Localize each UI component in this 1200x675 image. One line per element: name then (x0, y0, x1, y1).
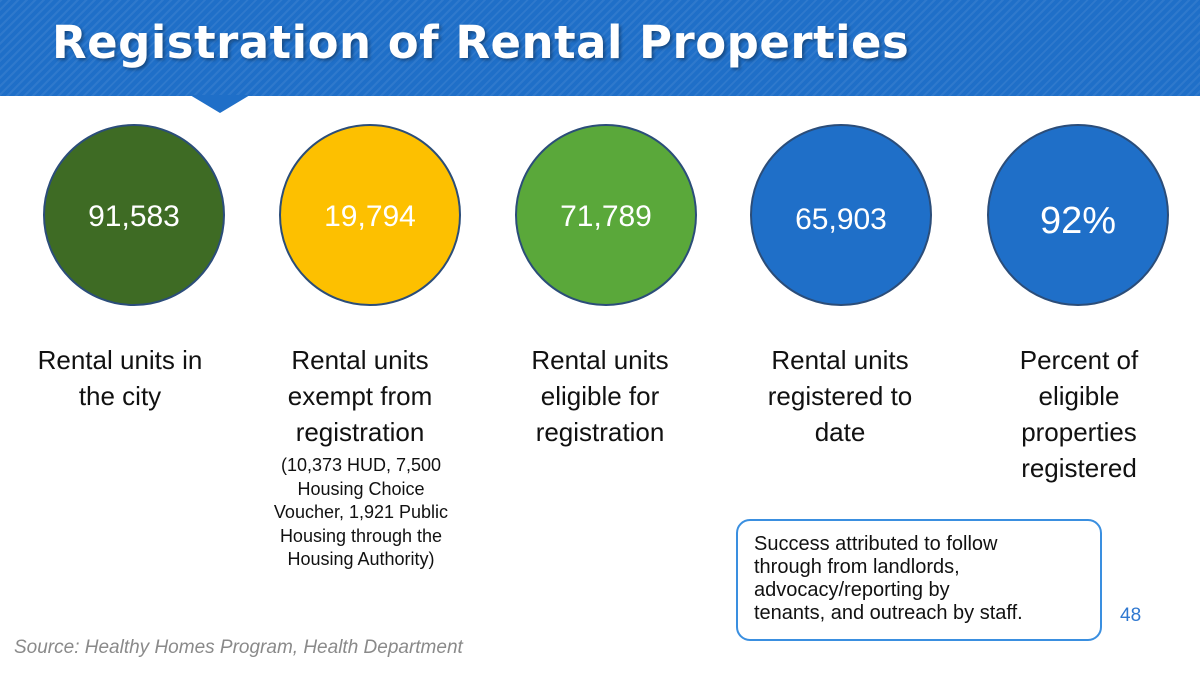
label-line: registration (535, 417, 665, 447)
label-line: date (814, 417, 866, 447)
stat-circle-rental-units: 91,583 (43, 124, 225, 306)
exempt-breakdown-note: (10,373 HUD, 7,500 Housing Choice Vouche… (238, 454, 484, 572)
label-line: Rental units in (37, 345, 203, 375)
callout-line: Success attributed to follow (754, 533, 998, 555)
label-line: Percent of (1019, 345, 1139, 375)
label-line: Rental units (771, 345, 909, 375)
label-line: exempt from (287, 381, 433, 411)
title-banner (0, 0, 1200, 96)
label-line: properties (1021, 417, 1137, 447)
callout-line: tenants, and outreach by staff. (754, 602, 1023, 624)
source-citation: Source: Healthy Homes Program, Health De… (14, 637, 463, 658)
success-callout-box: Success attributed to follow through fro… (736, 519, 1102, 641)
note-line: Housing through the (279, 525, 443, 546)
callout-line: through from landlords, (754, 556, 960, 578)
label-line: registered (1021, 453, 1137, 483)
label-line: Rental units (291, 345, 429, 375)
note-line: Housing Choice (297, 478, 425, 499)
stat-circle-eligible-units: 71,789 (515, 124, 697, 306)
stat-circle-percent-registered: 92% (987, 124, 1169, 306)
note-line: (10,373 HUD, 7,500 (280, 455, 442, 475)
page-number: 48 (1120, 605, 1142, 626)
stat-label-eligible-units: Rental units eligible for registration (490, 342, 710, 450)
stat-circle-registered-units: 65,903 (750, 124, 932, 306)
label-line: eligible (1038, 381, 1120, 411)
callout-line: advocacy/reporting by (754, 579, 950, 601)
label-line: Rental units (531, 345, 669, 375)
banner-notch (190, 95, 250, 113)
stat-label-percent-registered: Percent of eligible properties registere… (969, 342, 1189, 486)
note-line: Voucher, 1,921 Public (273, 502, 449, 522)
stat-label-registered-units: Rental units registered to date (730, 342, 950, 450)
label-line: registered to (767, 381, 913, 411)
label-line: eligible for (540, 381, 660, 411)
note-line: Housing Authority) (287, 549, 435, 569)
label-line: the city (78, 381, 162, 411)
stat-circle-exempt-units: 19,794 (279, 124, 461, 306)
label-line: registration (295, 417, 425, 447)
stat-label-rental-units: Rental units in the city (10, 342, 230, 414)
stat-label-exempt-units: Rental units exempt from registration (250, 342, 470, 450)
slide-title: Registration of Rental Properties (52, 16, 910, 69)
